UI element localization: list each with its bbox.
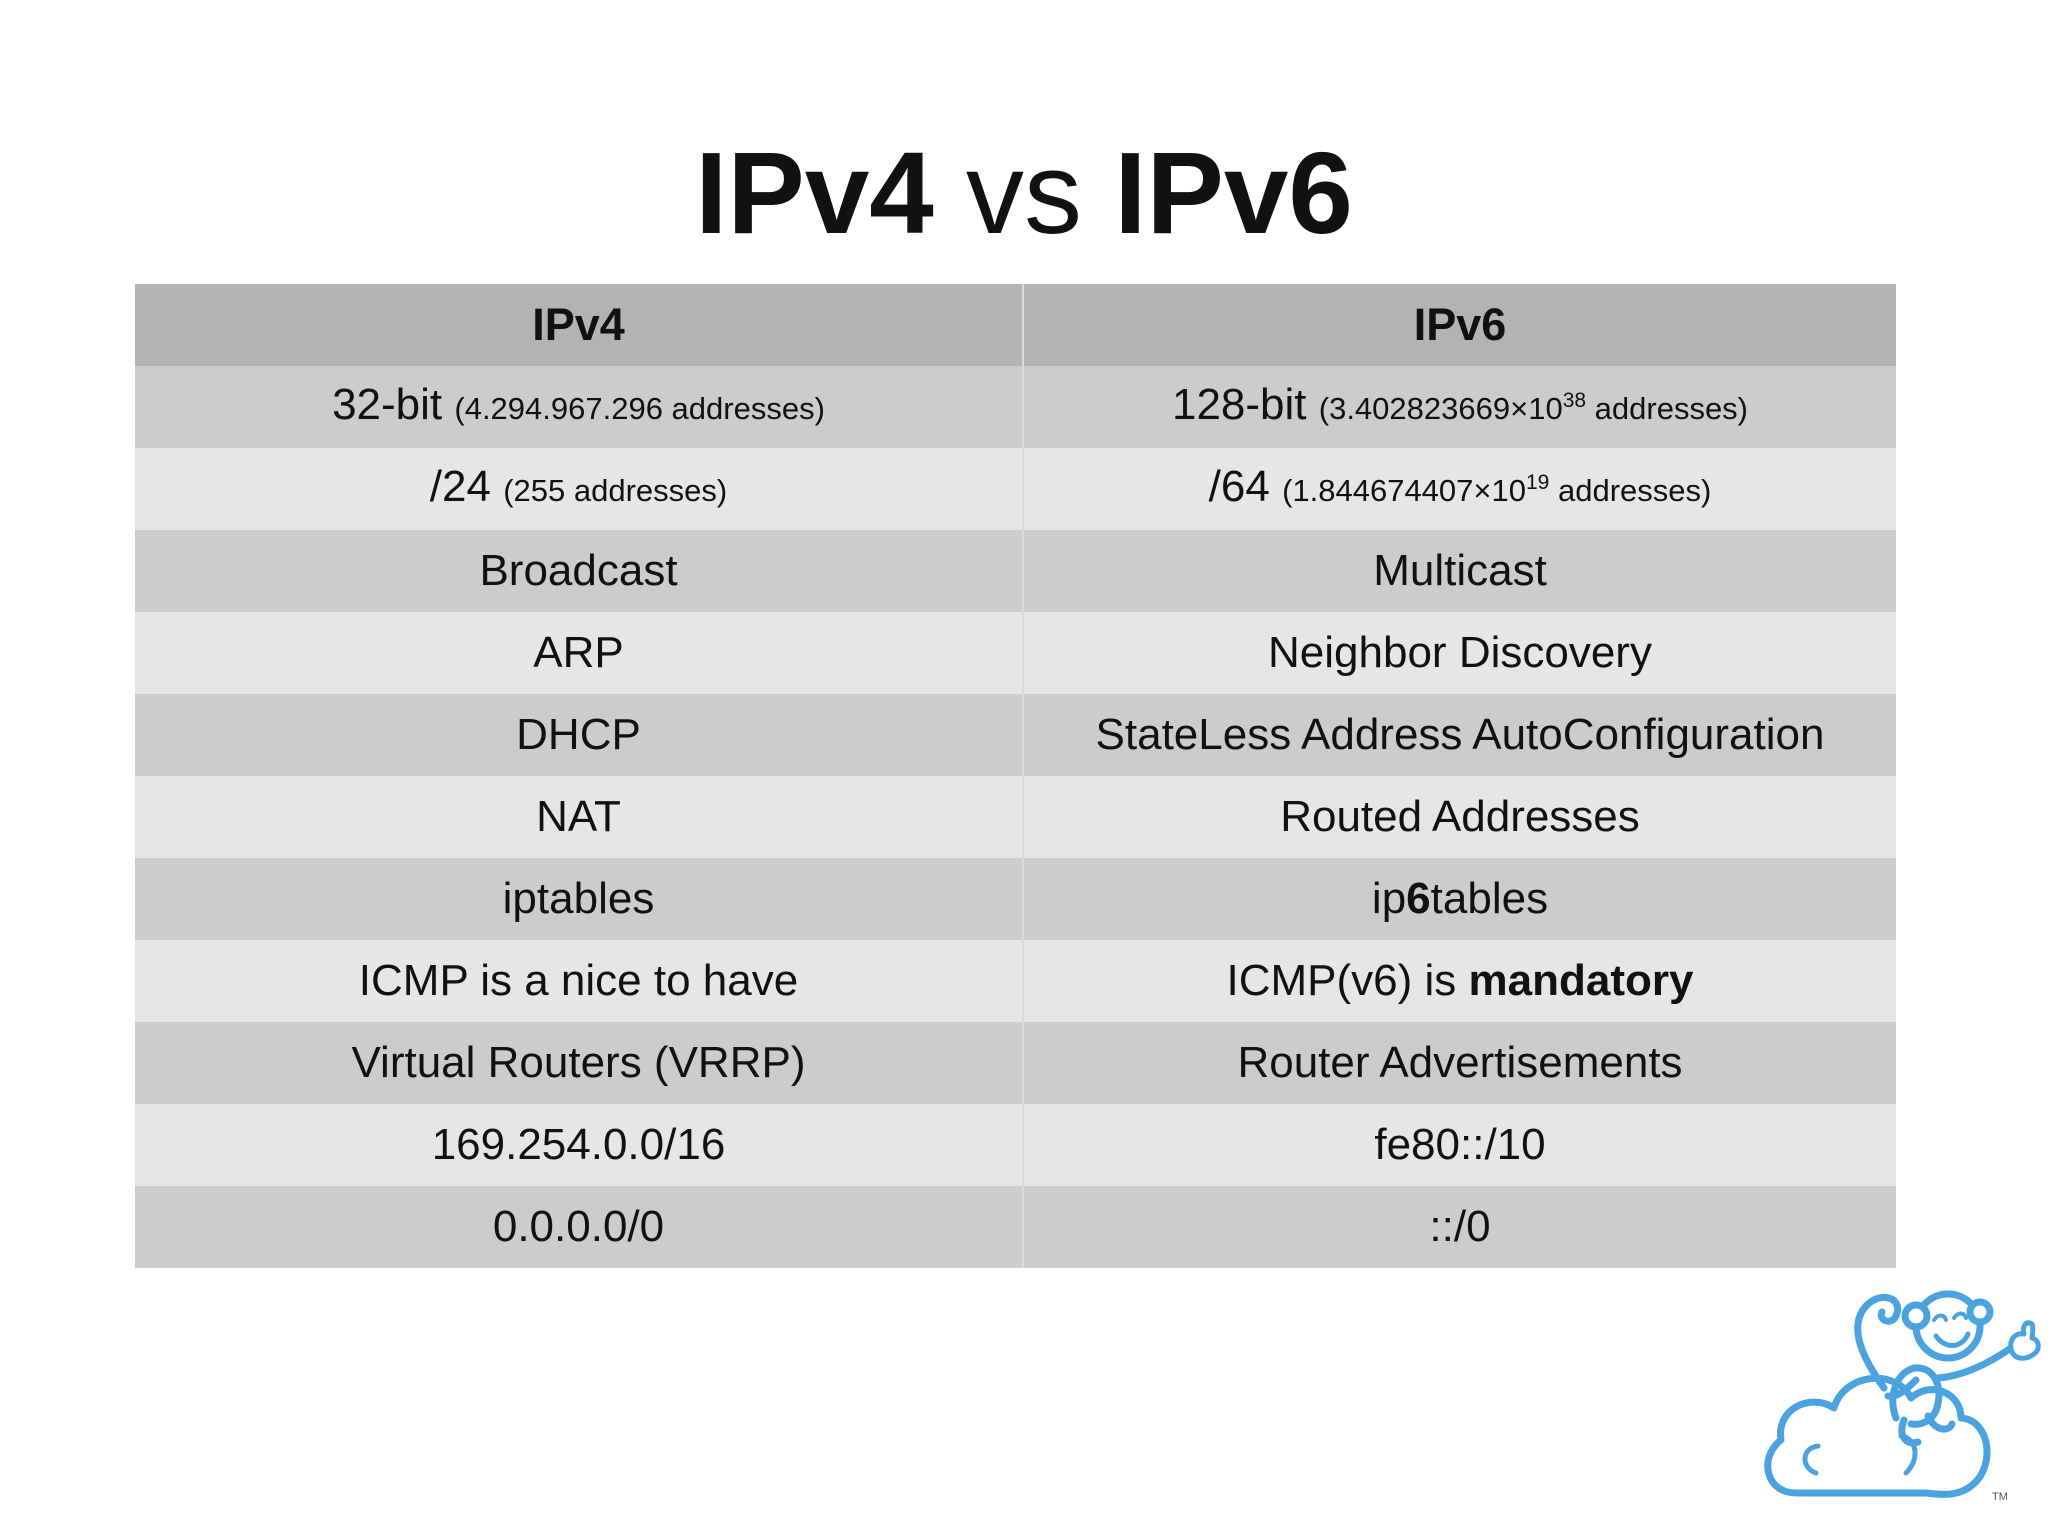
cell-ipv6: fe80::/10 <box>1022 1104 1896 1186</box>
cell-ipv6: ICMP(v6) is mandatory <box>1022 940 1896 1022</box>
column-header-ipv4: IPv4 <box>135 284 1023 366</box>
table-row: DHCP StateLess Address AutoConfiguration <box>135 694 1896 776</box>
cell-main-text: /24 <box>429 462 491 511</box>
cell-ipv6: ip6tables <box>1022 858 1896 940</box>
title-vs: vs <box>966 128 1082 258</box>
cell-ipv6: Routed Addresses <box>1022 776 1896 858</box>
note-prefix: (3.402823669×10 <box>1318 391 1563 426</box>
cell-ipv4: Broadcast <box>135 530 1023 612</box>
note-exponent: 19 <box>1526 471 1550 494</box>
cell-ipv6: Neighbor Discovery <box>1022 612 1896 694</box>
cell-ipv4-address-size: 32-bit (4.294.967.296 addresses) <box>135 366 1023 448</box>
cell-ipv6-address-size: 128-bit (3.402823669×1038 addresses) <box>1022 366 1896 448</box>
comparison-table: IPv4 IPv6 32-bit (4.294.967.296 addresse… <box>135 284 1896 1268</box>
cell-ipv6: Router Advertisements <box>1022 1022 1896 1104</box>
text-prefix: ip <box>1371 874 1407 923</box>
cell-ipv6-subnet: /64 (1.844674407×1019 addresses) <box>1022 448 1896 530</box>
cell-main-text: /64 <box>1208 462 1270 511</box>
cell-note: (1.844674407×1019 addresses) <box>1282 471 1712 508</box>
cell-ipv4: ARP <box>135 612 1023 694</box>
cloud-monkey-mascot-icon: TM <box>1764 1290 2041 1503</box>
table-row: 32-bit (4.294.967.296 addresses) 128-bit… <box>135 366 1896 448</box>
cell-ipv4: DHCP <box>135 694 1023 776</box>
cell-ipv4: 0.0.0.0/0 <box>135 1186 1023 1268</box>
table-row: Broadcast Multicast <box>135 530 1896 612</box>
column-header-ipv6: IPv6 <box>1022 284 1896 366</box>
cell-ipv4: 169.254.0.0/16 <box>135 1104 1023 1186</box>
table-row: ICMP is a nice to have ICMP(v6) is manda… <box>135 940 1896 1022</box>
table-row: 169.254.0.0/16 fe80::/10 <box>135 1104 1896 1186</box>
table-header-row: IPv4 IPv6 <box>135 284 1896 366</box>
cell-ipv4-subnet: /24 (255 addresses) <box>135 448 1023 530</box>
cell-main-text: 128-bit <box>1171 380 1307 429</box>
cell-note: (3.402823669×1038 addresses) <box>1318 389 1749 426</box>
title-ipv6: IPv6 <box>1114 128 1353 258</box>
table-row: Virtual Routers (VRRP) Router Advertisem… <box>135 1022 1896 1104</box>
note-exponent: 38 <box>1562 389 1587 412</box>
cell-ipv4: ICMP is a nice to have <box>135 940 1023 1022</box>
table-row: /24 (255 addresses) /64 (1.844674407×101… <box>135 448 1896 530</box>
cloud-monkey-logo: TM <box>1756 1268 2046 1508</box>
cell-note: (255 addresses) <box>503 473 728 508</box>
slide-title: IPv4 vs IPv6 <box>0 128 2048 258</box>
text-prefix: ICMP(v6) is <box>1226 956 1469 1005</box>
table-row: ARP Neighbor Discovery <box>135 612 1896 694</box>
cell-main-text: 32-bit <box>332 380 443 429</box>
table-row: 0.0.0.0/0 ::/0 <box>135 1186 1896 1268</box>
title-ipv4: IPv4 <box>695 128 934 258</box>
note-suffix: addresses) <box>1549 473 1712 508</box>
text-emphasis: 6 <box>1406 874 1431 923</box>
note-prefix: (1.844674407×10 <box>1282 473 1526 508</box>
cell-note: (4.294.967.296 addresses) <box>454 391 825 426</box>
cell-ipv6: Multicast <box>1022 530 1896 612</box>
text-emphasis: mandatory <box>1468 956 1694 1005</box>
text-suffix: tables <box>1430 874 1549 923</box>
cell-ipv4: iptables <box>135 858 1023 940</box>
note-suffix: addresses) <box>1586 391 1749 426</box>
table-row: iptables ip6tables <box>135 858 1896 940</box>
cell-ipv6: StateLess Address AutoConfiguration <box>1022 694 1896 776</box>
cell-ipv4: NAT <box>135 776 1023 858</box>
cell-ipv4: Virtual Routers (VRRP) <box>135 1022 1023 1104</box>
cell-ipv6: ::/0 <box>1022 1186 1896 1268</box>
trademark-mark: TM <box>1992 1491 2008 1503</box>
table-row: NAT Routed Addresses <box>135 776 1896 858</box>
